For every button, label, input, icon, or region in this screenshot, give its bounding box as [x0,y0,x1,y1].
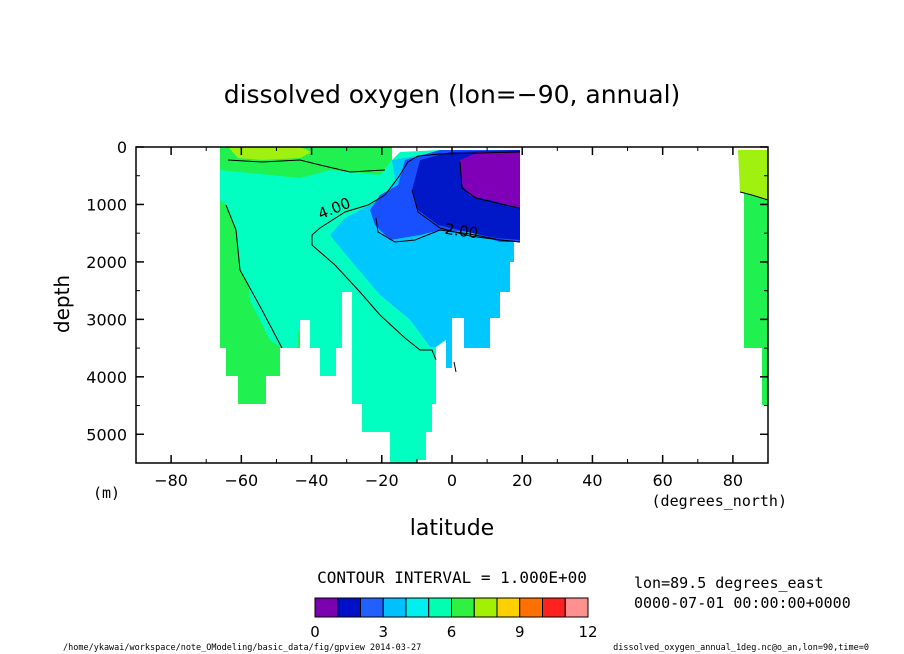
y-tick-label: 5000 [86,425,127,444]
region-lime-south [228,147,312,160]
x-tick-label: 40 [582,471,602,490]
x-tick-label: −40 [295,471,329,490]
colorbar-tick-label: 12 [578,623,597,641]
footer-file: dissolved_oxygen_annual_1deg.nc@o_an,lon… [613,643,869,653]
x-axis-label: latitude [410,516,494,541]
y-axis-label: depth [50,275,74,333]
x-axis: −80 −60 −40 −20 0 20 40 60 80 [135,147,769,490]
colorbar-tick-label: 0 [310,623,320,641]
y-axis: 0 1000 2000 3000 4000 5000 [86,138,768,464]
x-axis-units: (degrees_north) [652,492,787,510]
x-tick-label: −60 [224,471,258,490]
colorbar-cell [542,597,566,618]
colorbar-cell [451,597,475,618]
colorbar-tick-label: 9 [515,623,525,641]
x-tick-label: −20 [365,471,399,490]
contour-interval: CONTOUR INTERVAL = 1.000E+00 [317,568,587,587]
colorbar-cell [382,597,407,618]
contour-line-4 [311,151,521,236]
info-time: 0000-07-01 00:00:00+0000 [634,594,851,612]
colorbar-tick-label: 3 [378,623,388,641]
y-tick-label: 3000 [86,310,127,329]
contour-line-north [739,191,769,201]
x-tick-label: −80 [154,471,188,490]
x-tick-label: 60 [652,471,672,490]
colorbar-cell [519,597,543,618]
region-green-north [744,150,768,405]
info-longitude: lon=89.5 degrees_east [634,574,824,592]
contour-lines [225,151,769,373]
y-tick-label: 2000 [86,253,127,272]
contour-line-1 [459,161,521,209]
x-tick-label: 80 [723,471,743,490]
contour-line-fragment [453,361,457,373]
colorbar-tick-label: 6 [447,623,457,641]
y-axis-units: (m) [93,484,120,502]
colorbar-cell [496,597,521,618]
colorbar-cell [564,597,589,618]
y-tick-label: 1000 [86,195,127,214]
colorbar-cell [473,597,498,618]
colorbar-cell [428,597,452,618]
colorbar-cell [337,597,361,618]
y-tick-label: 4000 [86,368,127,387]
contour-line-4b [311,235,437,361]
colorbar: 0 3 6 9 12 [310,597,598,641]
colorbar-cell [360,597,384,618]
contour-line-2 [411,189,521,243]
region-purple [460,152,520,208]
contour-line-6 [227,159,386,173]
colorbar-cell [405,597,430,618]
chart-title: dissolved oxygen (lon=−90, annual) [224,80,681,109]
y-tick-label: 0 [117,138,127,157]
contour-label-1: 2.00 [444,220,480,242]
region-aqua-west [240,200,300,348]
x-tick-label: 20 [512,471,532,490]
colorbar-cell [314,597,339,618]
footer-path: /home/ykawai/workspace/note_OModeling/ba… [63,643,421,653]
region-lime-north [738,150,768,200]
x-tick-label: 0 [447,471,457,490]
contour-fills [220,147,768,463]
contour-line-5 [225,204,283,349]
